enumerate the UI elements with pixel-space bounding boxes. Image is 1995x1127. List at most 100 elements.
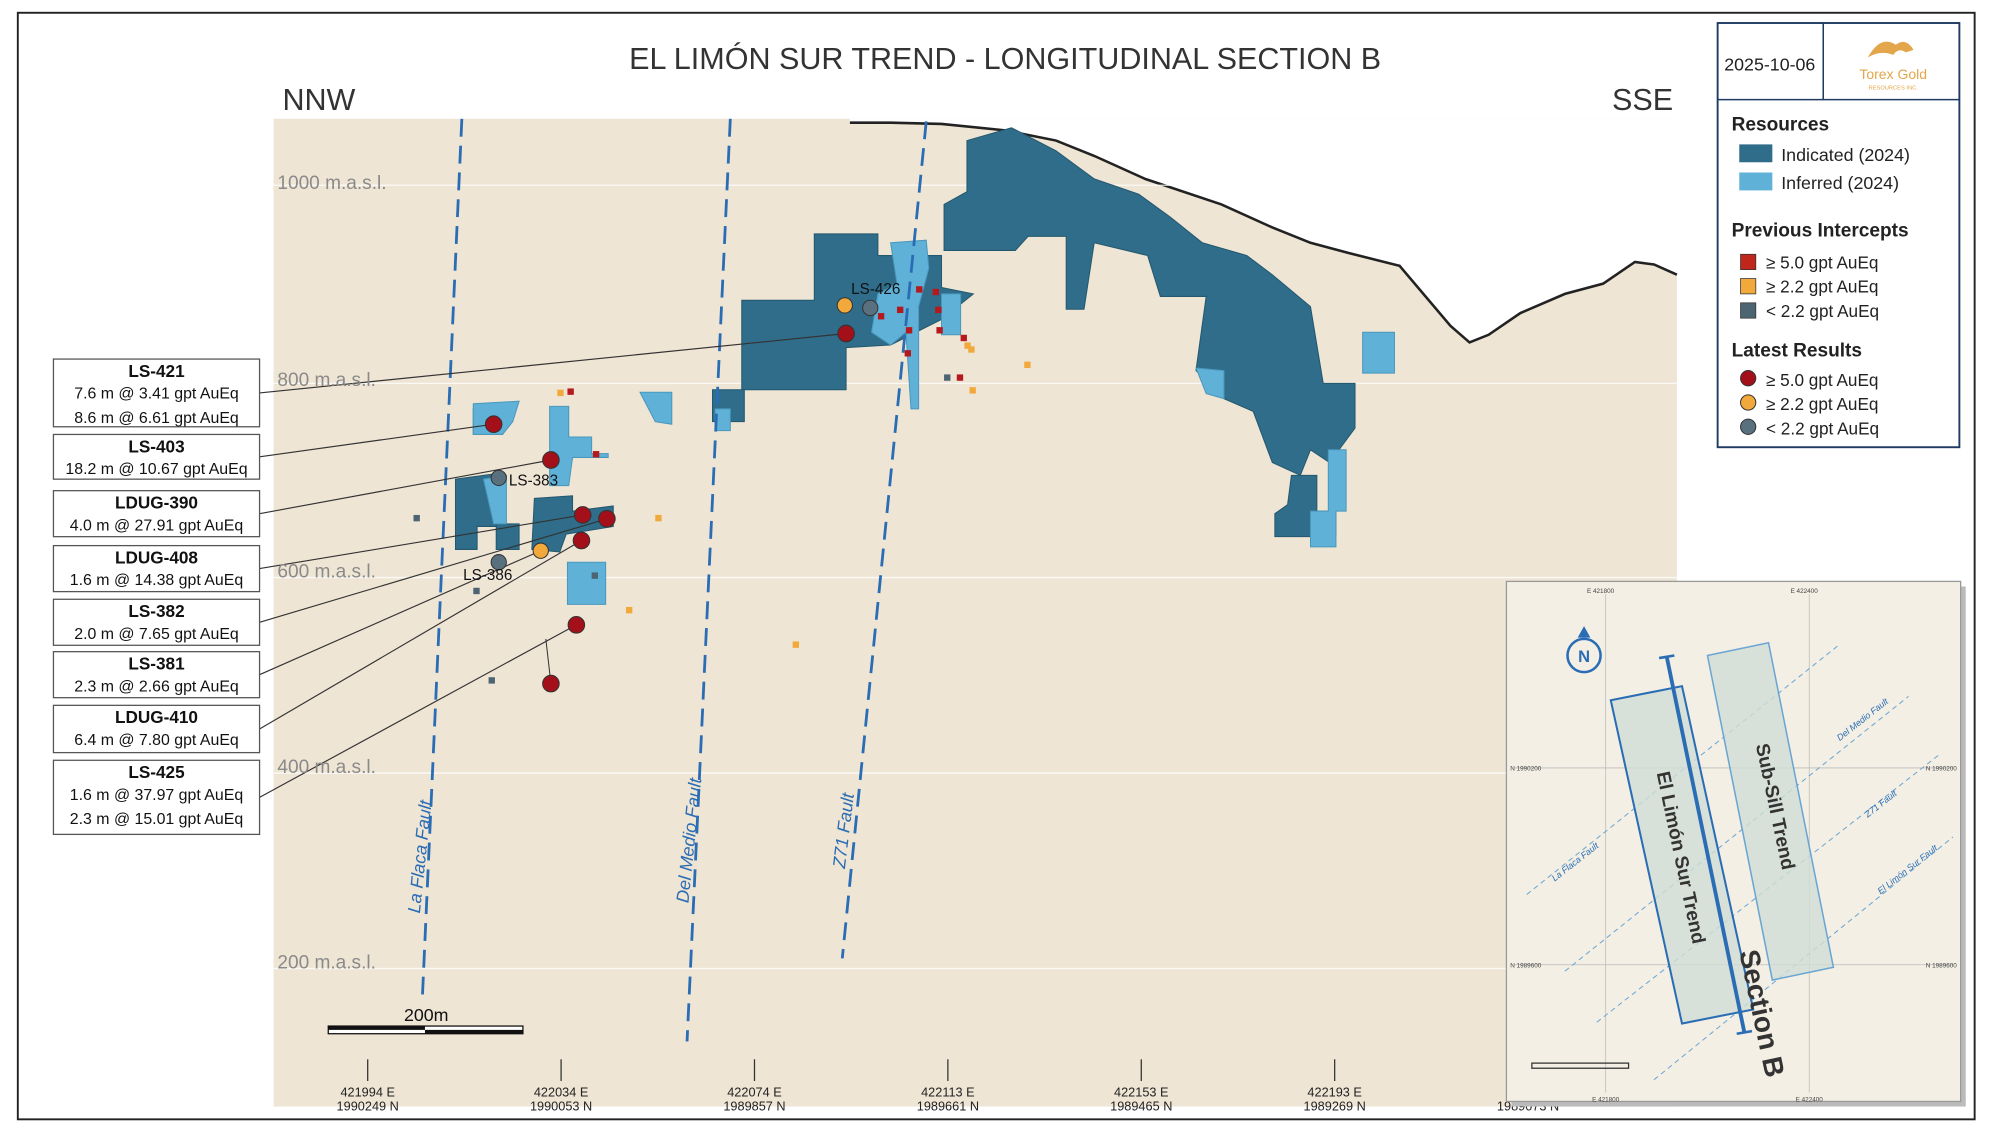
callout-box — [52, 598, 261, 646]
hole-label: LS-383 — [509, 473, 558, 490]
elevation-labels: 1000 m.a.s.l. 800 m.a.s.l. 600 m.a.s.l. 400… — [277, 173, 386, 973]
callout-hole: LS-403 — [128, 436, 184, 456]
inset-grid-label: E 421800 — [1587, 588, 1615, 595]
elevation-grid — [273, 184, 1677, 970]
previous-intercepts — [413, 286, 1031, 684]
intercept — [567, 388, 574, 395]
coordinate-label: 1989857 N — [723, 1098, 785, 1113]
callout-hole: LS-425 — [128, 762, 185, 782]
intercept — [968, 346, 975, 353]
result — [572, 531, 591, 550]
resource-block — [870, 239, 930, 410]
coordinate-label: 422034 E — [534, 1084, 588, 1099]
result — [532, 542, 549, 559]
intercept — [936, 327, 943, 334]
inset-map: N E 421800 E 422400 E 421800 E 422400 N … — [1505, 580, 1966, 1107]
callout-intercept: 2.3 m @ 2.66 gpt AuEq — [74, 678, 239, 695]
intercept — [592, 451, 600, 458]
legend-swatch — [1740, 302, 1757, 319]
resource-block — [566, 561, 607, 605]
elevation-label: 200 m.a.s.l. — [277, 953, 376, 974]
intercept — [932, 288, 939, 296]
fault-line — [840, 121, 928, 959]
result — [862, 299, 879, 317]
callout-intercept: 2.0 m @ 7.65 gpt AuEq — [74, 626, 239, 643]
trend-outline — [1706, 641, 1835, 981]
callout-intercept: 4.0 m @ 27.91 gpt AuEq — [70, 517, 243, 534]
intercept — [896, 306, 904, 314]
legend-item: < 2.2 gpt AuEq — [1766, 418, 1879, 438]
intercept — [473, 587, 480, 595]
inset-grid-label: E 422400 — [1791, 588, 1819, 595]
elevation-label: 1000 m.a.s.l. — [277, 173, 386, 194]
callout-leader — [259, 550, 541, 676]
hole-label: LS-386 — [463, 567, 512, 584]
legend-item: ≥ 2.2 gpt AuEq — [1766, 394, 1879, 414]
intercept — [655, 514, 662, 522]
result — [542, 674, 560, 693]
result — [837, 324, 855, 343]
coordinate-label: 1990249 N — [337, 1098, 399, 1113]
legend-swatch — [1739, 172, 1773, 191]
inset-grid-label: N 1989600 — [1926, 962, 1958, 969]
legend-item: Inferred (2024) — [1781, 173, 1899, 193]
resource-block — [549, 405, 609, 487]
north-arrow — [1577, 626, 1591, 638]
legend-item: < 2.2 gpt AuEq — [1766, 301, 1879, 321]
north-label: N — [1578, 647, 1590, 666]
elevation-label: 800 m.a.s.l. — [277, 370, 376, 391]
callout-hole: LDUG-408 — [115, 547, 198, 567]
callout-leader — [259, 459, 552, 515]
result — [598, 509, 616, 528]
callout-intercept: 1.6 m @ 14.38 gpt AuEq — [70, 572, 243, 589]
inset-grid-label: N 1990200 — [1926, 765, 1958, 772]
callout-lines — [259, 332, 847, 798]
callout-hole: LDUG-410 — [115, 707, 198, 727]
callouts: LS-421 7.6 m @ 3.41 gpt AuEq 8.6 m @ 6.61 … — [52, 358, 261, 836]
resource-block — [495, 523, 520, 550]
legend-swatch — [1739, 144, 1773, 163]
intercept — [1024, 361, 1031, 368]
fault-line — [685, 118, 732, 1042]
date: 2025-10-06 — [1724, 54, 1815, 74]
result — [542, 451, 560, 469]
legend-box — [1716, 22, 1961, 449]
callout-intercept: 6.4 m @ 7.80 gpt AuEq — [74, 732, 239, 749]
coordinate-label: 1989661 N — [917, 1098, 979, 1113]
callout-hole: LDUG-390 — [115, 493, 198, 513]
callout-leader — [259, 332, 847, 394]
callout-box — [52, 358, 261, 428]
resource-block — [639, 391, 673, 425]
intercept — [413, 514, 420, 522]
intercept — [792, 641, 800, 648]
faults — [421, 118, 928, 1042]
hole-label: LS-426 — [851, 281, 900, 298]
resource-block — [1195, 367, 1225, 400]
direction-label: SSE — [1612, 83, 1673, 117]
result — [484, 415, 503, 434]
callout-hole: LS-382 — [128, 601, 184, 621]
callout-leader — [259, 540, 582, 730]
inset-grid-label: E 422400 — [1796, 1096, 1824, 1103]
resource-block — [1362, 331, 1395, 374]
scale-segment — [424, 1029, 523, 1034]
intercept — [905, 327, 913, 334]
inset-grid-label: N 1989600 — [1510, 962, 1542, 969]
scale-bar: 200m — [327, 1005, 524, 1035]
result — [573, 506, 592, 524]
callout-intercept: 7.6 m @ 3.41 gpt AuEq — [74, 386, 239, 403]
callout-leader — [259, 624, 577, 798]
callout-box — [52, 433, 261, 480]
inset-grid-label: N 1990200 — [1510, 765, 1542, 772]
intercept — [591, 572, 598, 579]
legend-swatch — [1740, 394, 1757, 411]
coordinate-label: 422074 E — [727, 1084, 781, 1099]
intercept — [904, 350, 911, 357]
inset-scale — [1531, 1062, 1630, 1069]
legend-item: ≥ 5.0 gpt AuEq — [1766, 252, 1879, 272]
logo: Torex Gold — [1859, 66, 1927, 82]
resource-block — [941, 293, 962, 336]
coordinate-label: 1990053 N — [530, 1098, 592, 1113]
coordinate-label: 422193 E — [1307, 1084, 1361, 1099]
